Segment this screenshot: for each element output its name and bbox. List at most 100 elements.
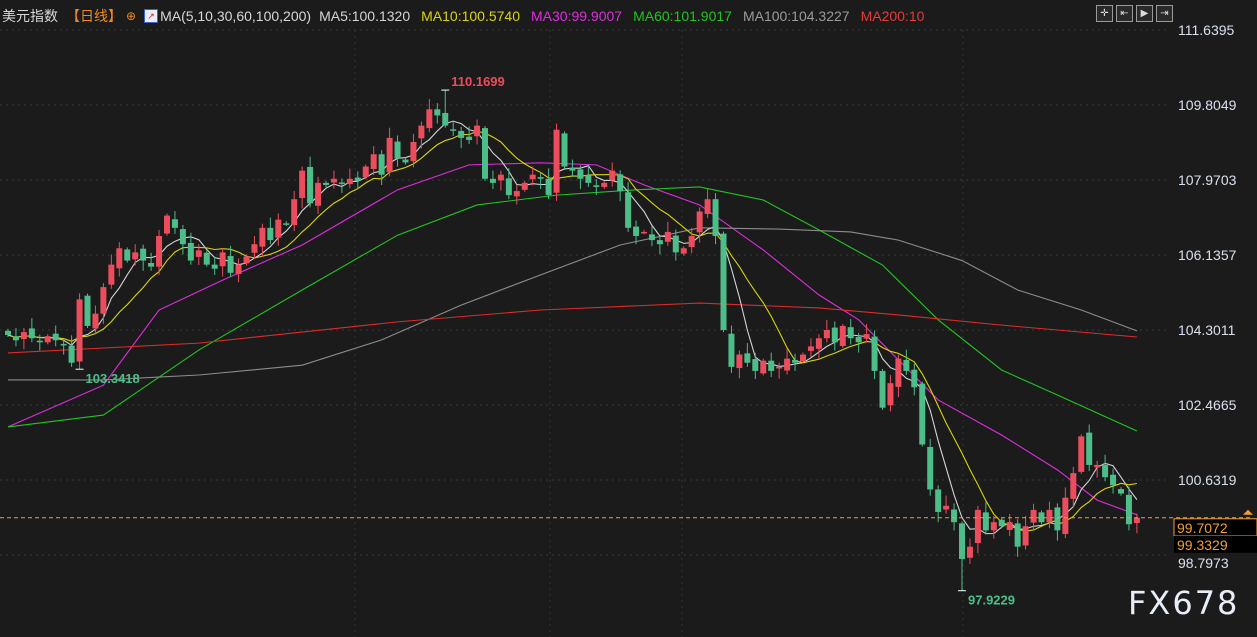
ma-value-0: MA5:100.1320	[319, 8, 411, 24]
candle	[593, 179, 600, 196]
crosshair-icon[interactable]: ✛	[1096, 5, 1113, 22]
y-tick-label: 106.1357	[1178, 247, 1237, 263]
candle	[704, 189, 711, 219]
candle-body	[434, 109, 441, 116]
candle	[203, 250, 210, 267]
candle	[1110, 468, 1117, 494]
candle-body	[656, 240, 663, 245]
play-icon[interactable]: ▶	[1136, 5, 1153, 22]
candle-body	[688, 236, 695, 248]
candle	[672, 229, 679, 261]
candle	[903, 349, 910, 376]
candle	[879, 368, 886, 410]
candle	[1030, 503, 1037, 531]
candle	[84, 293, 91, 328]
add-indicator-icon[interactable]: ⊕	[126, 9, 137, 23]
candle	[5, 328, 11, 337]
candle	[12, 327, 19, 347]
candle	[243, 254, 250, 266]
candle	[307, 156, 314, 208]
candle	[823, 319, 830, 343]
candle-body	[768, 360, 775, 371]
candle-body	[879, 370, 886, 408]
last-price-label: 99.7072	[1177, 520, 1228, 536]
candle	[601, 180, 608, 190]
candle-body	[323, 182, 329, 185]
ma-indicator-icon[interactable]: ↗	[144, 9, 159, 23]
candle	[124, 247, 131, 263]
candle-body	[386, 137, 393, 173]
candle-body	[776, 366, 783, 369]
candle	[1125, 486, 1132, 531]
candle-body	[919, 383, 926, 445]
candle	[100, 283, 107, 324]
candle-body	[28, 328, 35, 339]
candle	[458, 126, 465, 149]
candle-body	[251, 244, 258, 253]
candle	[561, 131, 568, 169]
ma-value-5: MA200:10	[860, 8, 925, 24]
candle-body	[935, 489, 942, 512]
candle-body	[378, 154, 385, 175]
candle-body	[330, 178, 337, 183]
ma-params[interactable]: MA(5,10,30,60,100,200)	[160, 8, 312, 24]
candle	[251, 236, 258, 259]
candle	[974, 505, 981, 554]
candle	[815, 334, 822, 360]
candle	[648, 226, 655, 247]
ma-value-1: MA10:100.5740	[421, 8, 520, 24]
candle	[140, 244, 147, 271]
candle	[736, 350, 743, 379]
candle	[418, 121, 425, 149]
candle-body	[863, 334, 870, 339]
candle	[641, 229, 647, 235]
candle	[410, 133, 417, 168]
candle	[171, 211, 178, 234]
candle	[482, 126, 488, 181]
period-selector[interactable]: 【日线】	[66, 8, 122, 24]
candle	[1086, 424, 1093, 472]
candle-body	[943, 505, 950, 510]
candle-body	[545, 178, 552, 196]
candle-body	[315, 182, 322, 206]
y-tick-label: 98.7973	[1178, 555, 1229, 571]
candle-body	[482, 128, 488, 179]
candle-body	[84, 295, 91, 326]
candle	[219, 248, 226, 277]
candle	[76, 293, 83, 370]
y-tick-label: 109.8049	[1178, 97, 1237, 113]
candle-body	[36, 340, 43, 343]
candle-body	[148, 262, 155, 267]
candle	[474, 119, 481, 145]
candle	[386, 127, 393, 177]
candle	[569, 159, 576, 177]
candle-body	[489, 178, 496, 183]
candle	[426, 99, 433, 133]
candle-body	[418, 125, 425, 139]
candle	[990, 516, 997, 539]
candle-body	[609, 170, 616, 181]
candle	[800, 352, 806, 364]
candle	[354, 171, 361, 190]
candle	[1094, 460, 1101, 478]
candle-body	[362, 166, 369, 178]
exit-icon[interactable]: ⇥	[1156, 5, 1173, 22]
candle-body	[235, 264, 242, 275]
candle-body	[959, 523, 965, 559]
ma-values: MA5:100.1320 MA10:100.5740 MA30:99.9007 MA6…	[319, 8, 935, 24]
candle-body	[1125, 494, 1132, 525]
candle	[696, 207, 703, 243]
zoom-in-icon[interactable]: ⇤	[1116, 5, 1133, 22]
extreme-label: 110.1699	[451, 74, 505, 89]
candle-body	[648, 234, 655, 241]
candle-body	[744, 353, 751, 363]
candle-body	[259, 227, 266, 247]
candle-body	[903, 359, 910, 371]
candle-body	[561, 133, 568, 167]
candle-body	[1078, 436, 1085, 472]
candle	[450, 121, 457, 136]
candle	[1078, 434, 1085, 474]
candle-body	[1006, 522, 1013, 530]
candle	[235, 258, 242, 283]
